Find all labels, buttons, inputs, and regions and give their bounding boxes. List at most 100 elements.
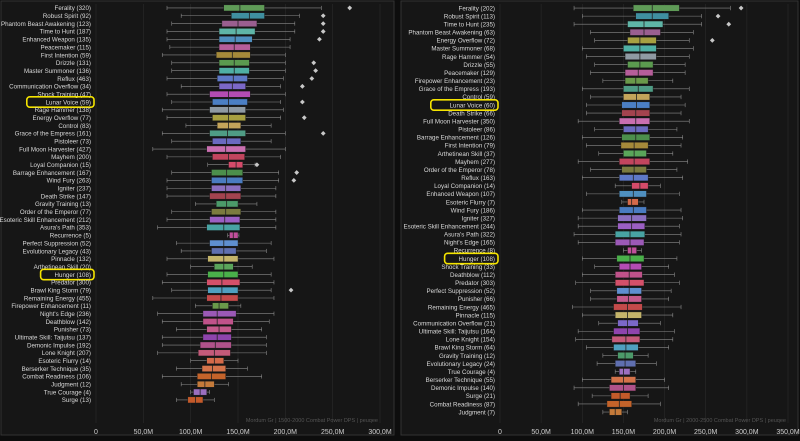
category-label: First Intention (79) xyxy=(445,143,495,150)
box-row: Enhanced Weapon (135) xyxy=(22,36,322,44)
box xyxy=(221,20,258,27)
box-row: Communication Overflow (34) xyxy=(9,83,305,91)
box xyxy=(209,90,251,98)
box xyxy=(216,51,251,59)
outlier-point xyxy=(709,37,715,43)
box-row: Wind Fury (186) xyxy=(451,206,682,214)
box-row: Phantom Beast Awakening (63) xyxy=(408,28,694,37)
chart-panel-2: 0 50,0M 100,0M 150,0M 200,0M 250,0M 300,0M 350,… xyxy=(400,0,800,436)
category-label: Communication Overflow (21) xyxy=(413,320,495,327)
box xyxy=(212,114,246,121)
category-label: Reflux (163) xyxy=(461,175,495,182)
category-label: Peacemaker (115) xyxy=(41,44,91,51)
box xyxy=(624,53,657,60)
category-label: Full Moon Harvester (350) xyxy=(423,118,495,125)
box-row: Hunger (108) xyxy=(39,268,272,281)
box-row: Master Summoner (136) xyxy=(24,67,319,75)
box-row: Perfect Suppression (52) xyxy=(23,239,272,247)
category-label: Demonic Impulse (192) xyxy=(27,342,91,349)
category-label: Ultimate Skill: Taijutsu (137) xyxy=(15,335,91,342)
box-row: Igniter (237) xyxy=(58,184,277,193)
box-row: Full Moon Harvester (350) xyxy=(423,117,690,125)
category-label: Perfect Suppression (52) xyxy=(23,240,91,247)
category-label: Surge (13) xyxy=(62,397,91,404)
highlight-marker xyxy=(25,96,95,109)
category-label: Lunar Voice (60) xyxy=(450,102,495,109)
box-row: Evolutionary Legacy (24) xyxy=(427,360,657,368)
category-label: Lunar Voice (59) xyxy=(46,99,91,106)
box-row: Reflux (163) xyxy=(461,174,683,182)
category-label: Night's Edge (236) xyxy=(40,311,91,318)
box-row: Asura's Path (322) xyxy=(444,230,682,239)
category-label: Drizzle (131) xyxy=(56,60,91,67)
box xyxy=(216,200,239,208)
box-row: Arthetinean Skill (20) xyxy=(34,263,253,271)
box xyxy=(617,214,647,222)
box xyxy=(633,4,680,12)
category-label: Barrage Enhancement (167) xyxy=(13,170,91,177)
box xyxy=(212,98,248,106)
box xyxy=(206,294,239,302)
box-row: Remaining Energy (455) xyxy=(24,294,275,302)
box xyxy=(206,224,241,231)
box-row: Judgment (7) xyxy=(459,408,628,416)
outlier-point xyxy=(320,130,326,136)
box xyxy=(623,150,647,157)
box xyxy=(619,158,650,165)
category-label: Enhanced Weapon (107) xyxy=(426,191,495,198)
outlier-point xyxy=(299,83,305,89)
category-label: Mayhem (277) xyxy=(455,159,495,166)
box xyxy=(216,75,248,82)
box xyxy=(218,28,256,35)
box-row: Peacemaker (115) xyxy=(41,43,291,51)
box-row: Drizzle (131) xyxy=(56,59,317,67)
box xyxy=(617,319,639,327)
category-label: Perfect Suppression (52) xyxy=(427,288,495,295)
category-label: Pinnacle (132) xyxy=(51,256,91,263)
box xyxy=(615,271,643,279)
box-row: Robust Spirit (113) xyxy=(444,12,721,20)
box xyxy=(223,4,265,12)
category-label: Igniter (237) xyxy=(58,186,91,193)
box-row: Mayhem (277) xyxy=(455,158,688,166)
category-label: Igniter (327) xyxy=(462,215,495,222)
category-label: Order of the Emperor (77) xyxy=(20,209,91,216)
x-tick-label: 150,0M xyxy=(612,429,636,436)
category-label: Reflux (463) xyxy=(57,76,91,83)
category-label: Esoteric Skill Enhancement (212) xyxy=(0,217,91,224)
box-row: Rage Hammer (138) xyxy=(35,106,284,114)
category-label: Recurrence (5) xyxy=(50,233,91,240)
x-tick-label: 200,0M xyxy=(274,429,298,436)
box-row: Ferality (202) xyxy=(459,4,744,12)
category-label: Death Strike (66) xyxy=(448,110,495,117)
category-label: Esoteric Flurry (7) xyxy=(446,199,495,206)
outlier-point xyxy=(320,13,326,19)
box-row: Punisher (73) xyxy=(54,326,262,334)
box-row: Shock Training (47) xyxy=(37,90,286,98)
box-row: Energy Overflow (77) xyxy=(33,114,307,122)
box-row: Ultimate Skill: Taijutsu (137) xyxy=(15,333,267,342)
category-label: Berserker Technique (55) xyxy=(426,377,495,384)
box-row: Recurrence (8) xyxy=(454,247,642,255)
category-label: Wind Fury (263) xyxy=(47,178,91,185)
box-row: Esoteric Skill Enhancement (212) xyxy=(0,216,277,224)
box-row: Barrage Enhancement (126) xyxy=(417,133,683,142)
box-row: Perfect Suppression (52) xyxy=(427,287,672,295)
box-row: True Courage (4) xyxy=(44,388,210,396)
category-label: Ferality (202) xyxy=(459,5,495,12)
box-row: Firepower Enhancement (11) xyxy=(11,302,242,310)
box-row: Surge (21) xyxy=(466,392,649,400)
outlier-point xyxy=(301,115,307,121)
box xyxy=(206,357,224,364)
box-row: Esoteric Flurry (7) xyxy=(446,198,645,206)
box xyxy=(619,263,642,270)
box-row: Gravity Training (12) xyxy=(439,352,649,360)
category-label: Time to Hunt (235) xyxy=(444,22,495,29)
box-row: Evolutionary Legacy (43) xyxy=(23,247,267,255)
box xyxy=(617,222,646,230)
outlier-point xyxy=(288,287,294,293)
category-label: Ultimate Skill: Taijutsu (164) xyxy=(419,329,495,336)
box xyxy=(207,286,239,294)
box xyxy=(228,161,243,168)
